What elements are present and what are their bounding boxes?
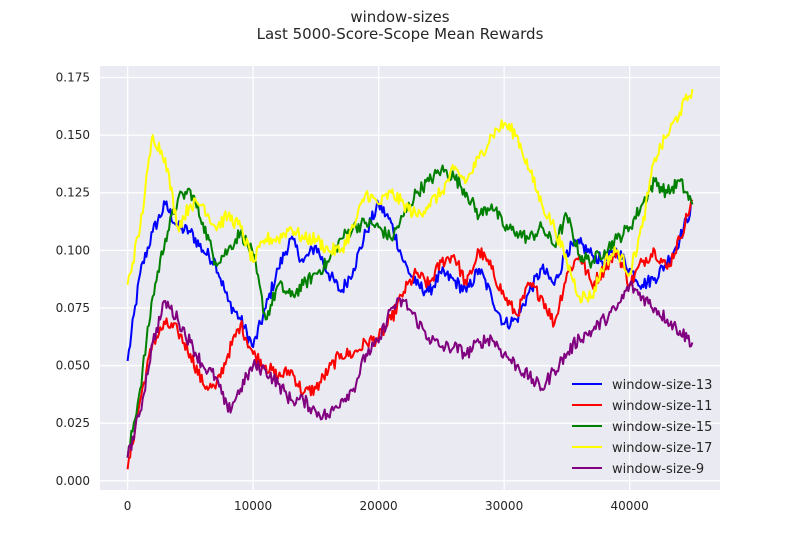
legend-label: window-size-17	[612, 441, 712, 456]
y-tick-label: 0.025	[56, 416, 90, 430]
series-line-window-size-9	[126, 280, 694, 458]
y-tick-label: 0.000	[56, 474, 90, 488]
legend-label: window-size-11	[612, 399, 712, 414]
tick-labels: 0 10000 20000 30000 40000 0.000 0.025 0.050 0.07…	[56, 71, 649, 513]
y-tick-label: 0.150	[56, 128, 90, 142]
x-tick-label: 20000	[360, 499, 398, 513]
legend-label: window-size-15	[612, 420, 712, 435]
legend-label: window-size-9	[612, 462, 704, 477]
x-tick-label: 10000	[234, 499, 272, 513]
series-line-window-size-13	[126, 199, 694, 362]
y-tick-label: 0.100	[56, 243, 90, 257]
y-tick-label: 0.075	[56, 301, 90, 315]
y-tick-label: 0.050	[56, 359, 90, 373]
x-tick-label: 0	[124, 499, 132, 513]
y-tick-label: 0.125	[56, 186, 90, 200]
legend: window-size-13 window-size-11 window-size-…	[572, 378, 712, 477]
y-tick-label: 0.175	[56, 71, 90, 85]
x-tick-label: 30000	[485, 499, 523, 513]
chart-title: window-sizes	[350, 8, 449, 26]
x-tick-label: 40000	[611, 499, 649, 513]
series-line-window-size-17	[126, 88, 694, 304]
legend-label: window-size-13	[612, 378, 712, 393]
series-lines	[126, 88, 694, 470]
plot-background	[100, 66, 720, 490]
series-line-window-size-11	[126, 199, 694, 470]
chart-subtitle: Last 5000-Score-Scope Mean Rewards	[257, 25, 544, 43]
